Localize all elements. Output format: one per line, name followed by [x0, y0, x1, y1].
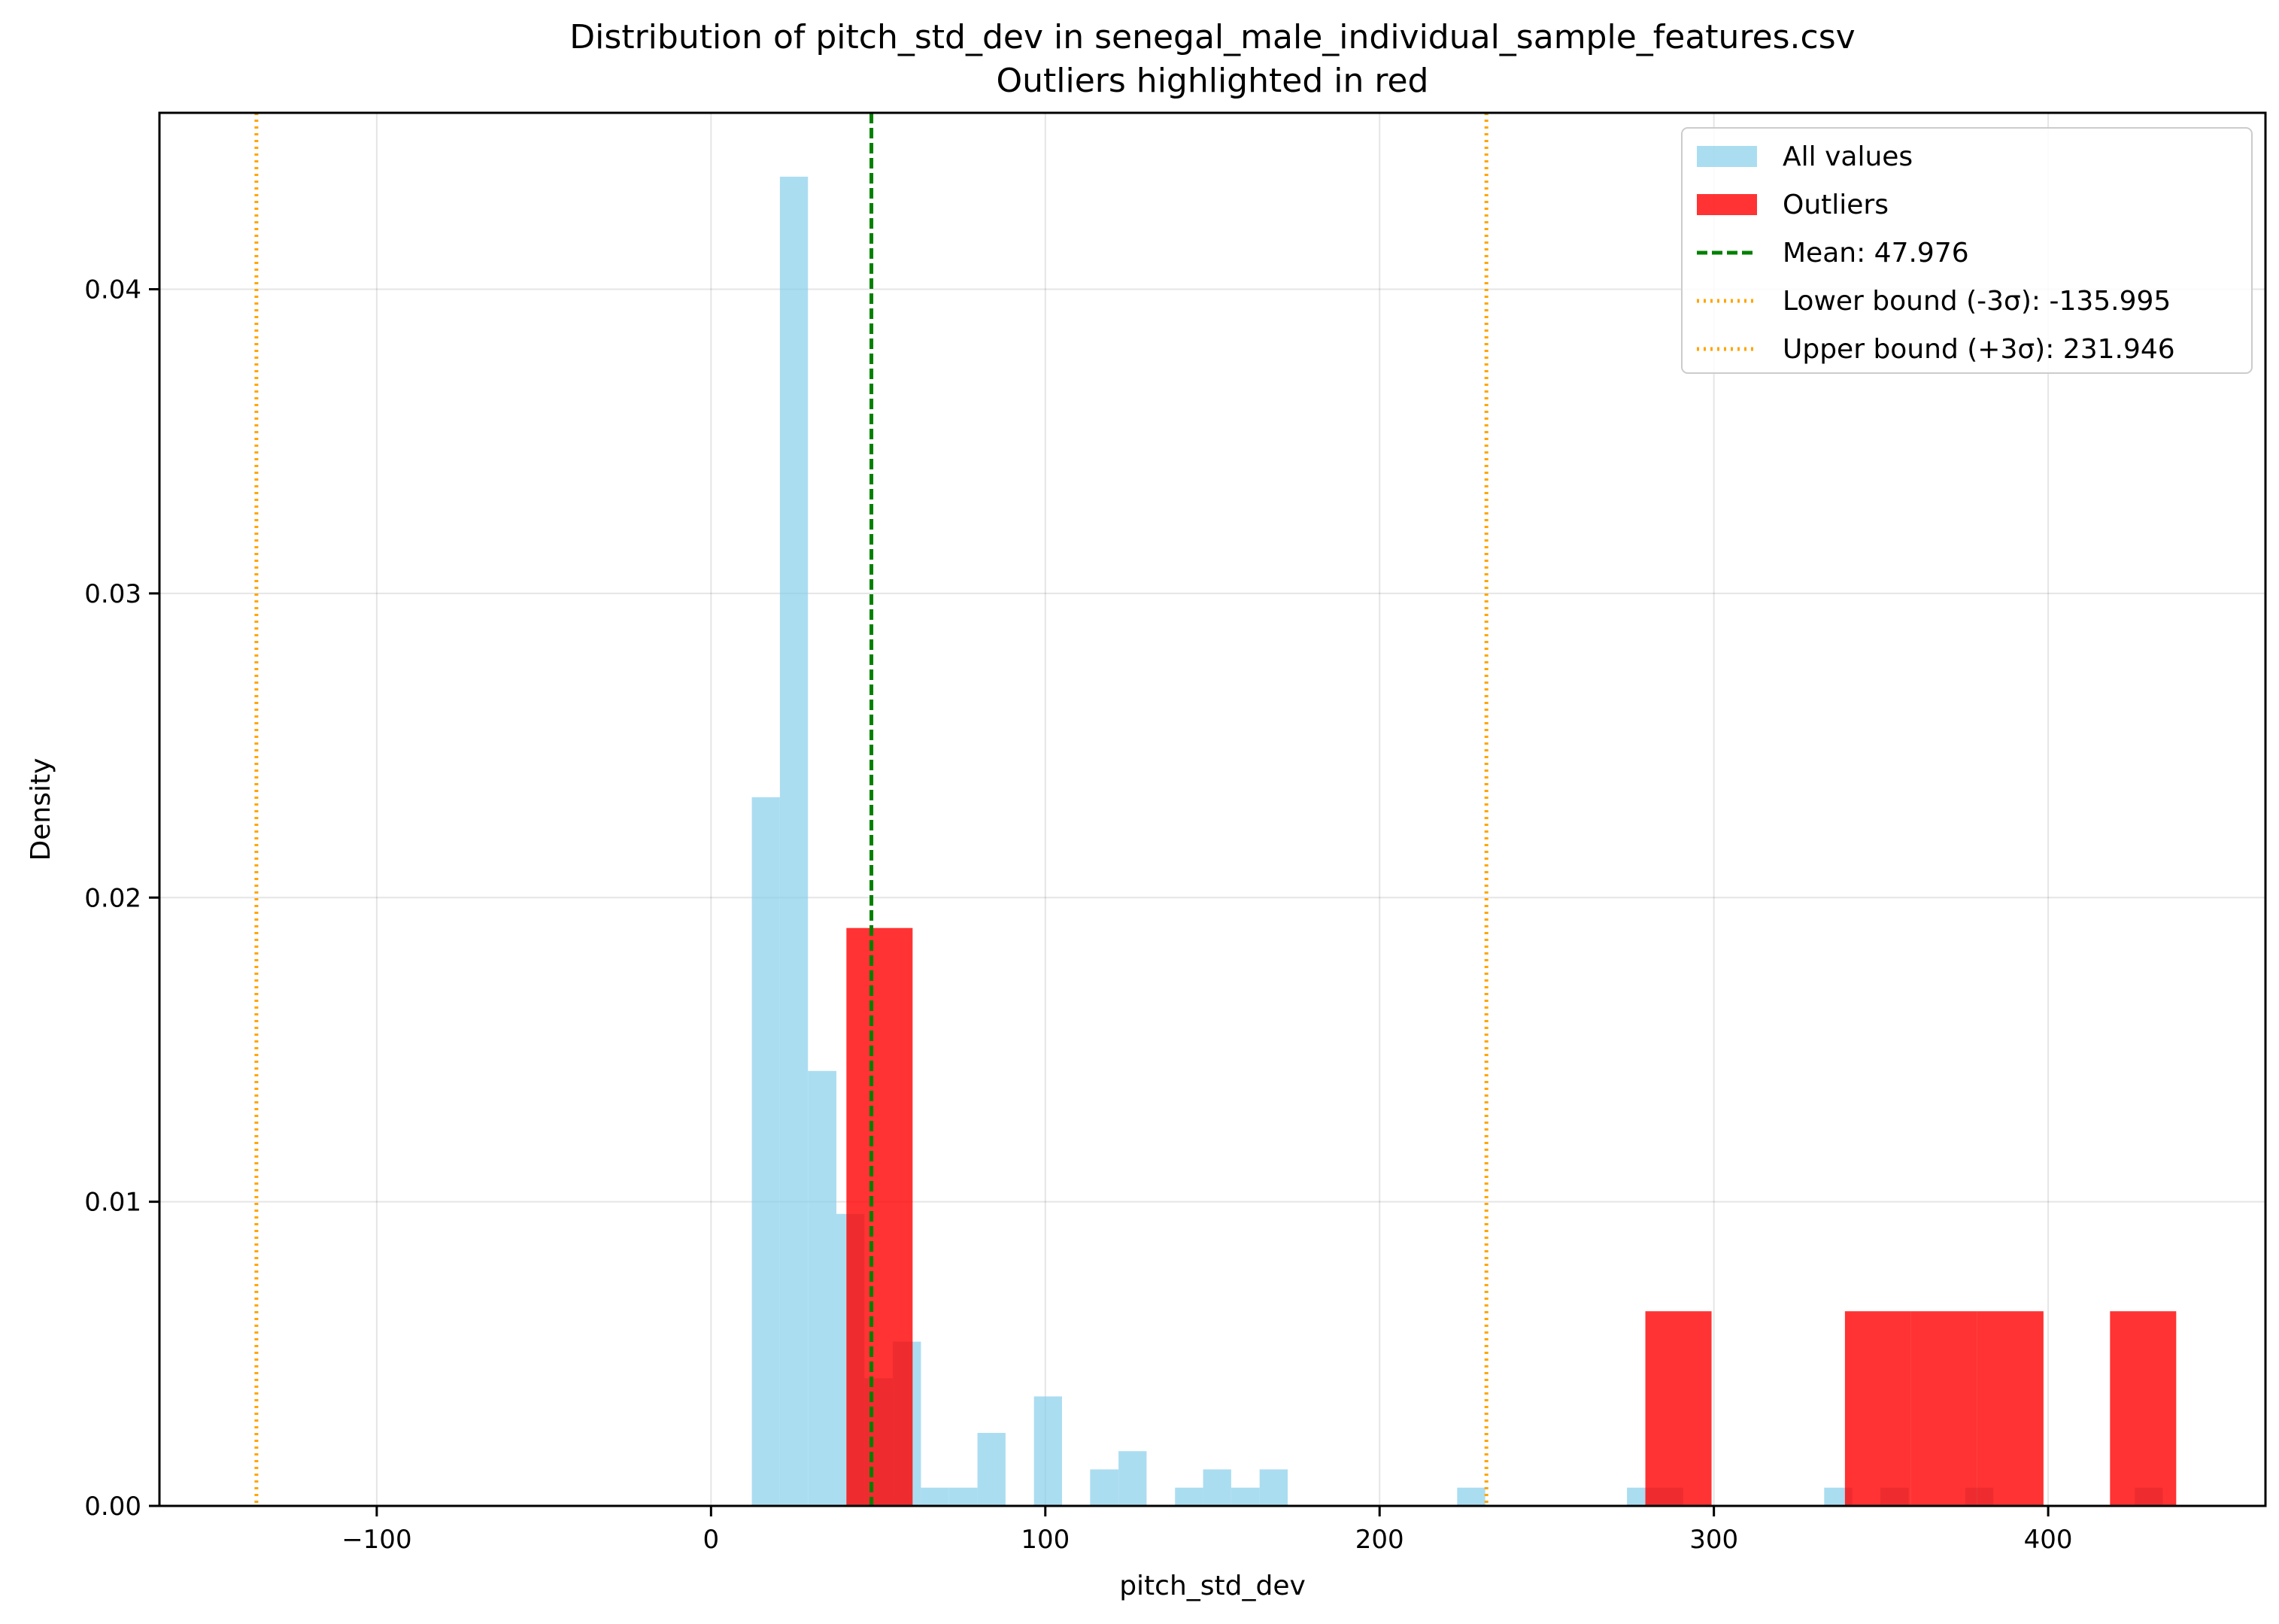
legend-all-values-swatch: [1697, 146, 1757, 167]
all-values-bar: [1457, 1487, 1485, 1506]
outlier-bar: [846, 927, 913, 1506]
legend-lower-bound-label: Lower bound (-3σ): -135.995: [1783, 286, 2171, 317]
all-values-bar: [948, 1487, 978, 1506]
outlier-bar: [1977, 1311, 2044, 1506]
outlier-bar: [1910, 1311, 1977, 1506]
all-values-bar: [1203, 1469, 1231, 1506]
legend-box: [1681, 127, 2253, 374]
x-axis-label: pitch_std_dev: [1119, 1571, 1306, 1601]
all-values-bar: [751, 797, 780, 1506]
plot-frame: [158, 111, 2267, 1507]
legend: All values Outliers Mean: 47.976 Lower boun…: [1681, 127, 2253, 374]
legend-outliers-label: Outliers: [1783, 190, 1889, 220]
all-values-bar: [1175, 1487, 1203, 1506]
y-axis-ticks: 0.00 0.01 0.02 0.03 0.04: [84, 275, 159, 1522]
all-values-bar: [1118, 1451, 1147, 1506]
reference-lines: [254, 113, 1488, 1506]
all-values-bar: [1231, 1487, 1260, 1506]
y-tick-label: 0.02: [84, 883, 141, 913]
all-values-bar: [921, 1487, 949, 1506]
outlier-bar: [2110, 1311, 2177, 1506]
chart-subtitle: Outliers highlighted in red: [997, 62, 1429, 100]
legend-all-values-label: All values: [1783, 141, 1913, 172]
y-tick-label: 0.03: [84, 579, 141, 609]
all-values-bar: [1259, 1469, 1288, 1506]
x-tick-label: 100: [1021, 1525, 1070, 1555]
histogram-bars: [751, 176, 2177, 1507]
all-values-bar: [779, 176, 809, 1507]
outlier-bar: [1645, 1311, 1712, 1506]
y-axis-label: Density: [26, 758, 56, 861]
outlier-bar: [1844, 1311, 1911, 1506]
x-tick-label: 300: [1689, 1525, 1738, 1555]
x-tick-label: 0: [703, 1525, 720, 1555]
all-values-bar: [808, 1070, 836, 1506]
x-axis-ticks: −100 0 100 200 300 400: [341, 1506, 2073, 1555]
all-values-bar: [1090, 1469, 1119, 1506]
all-values-bar: [1033, 1396, 1062, 1506]
y-tick-label: 0.01: [84, 1188, 141, 1218]
all-values-bar: [977, 1432, 1006, 1506]
legend-mean-label: Mean: 47.976: [1783, 238, 1969, 269]
y-tick-label: 0.00: [84, 1492, 141, 1522]
y-tick-label: 0.04: [84, 275, 141, 305]
chart-title: Distribution of pitch_std_dev in senegal…: [569, 18, 1855, 56]
x-tick-label: 400: [2024, 1525, 2073, 1555]
x-tick-label: 200: [1355, 1525, 1404, 1555]
x-tick-label: −100: [341, 1525, 411, 1555]
legend-upper-bound-label: Upper bound (+3σ): 231.946: [1783, 334, 2175, 365]
legend-outliers-swatch: [1697, 194, 1757, 215]
